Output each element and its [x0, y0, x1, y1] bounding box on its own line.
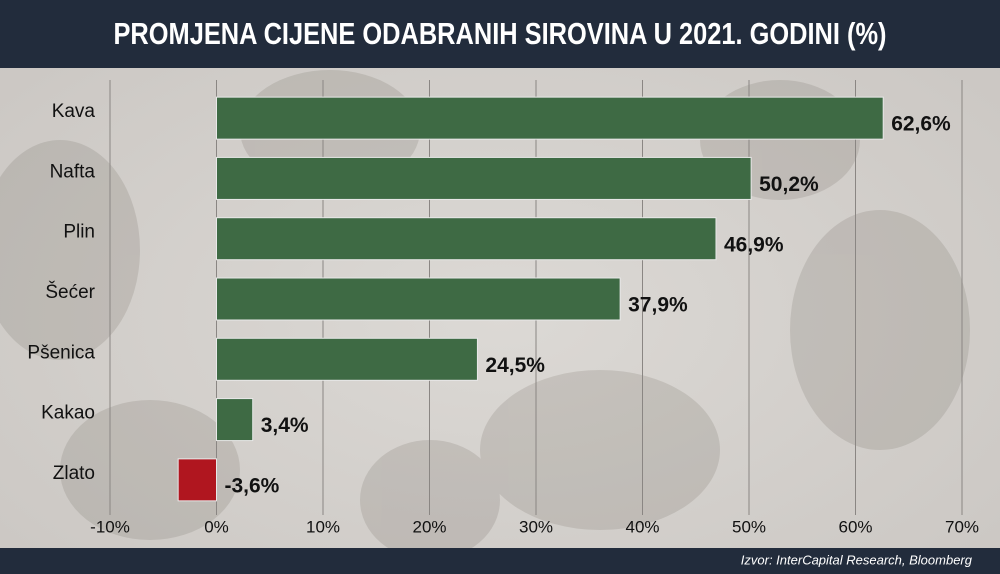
y-tick-label: Kakao [41, 403, 95, 424]
value-label: 46,9% [724, 233, 784, 256]
x-tick-label: 40% [625, 517, 659, 536]
value-label: 37,9% [628, 294, 688, 317]
y-tick-label: Plin [63, 222, 95, 243]
x-tick-label: 20% [412, 517, 446, 536]
footer-bar [0, 548, 1000, 574]
bar [216, 96, 884, 140]
y-tick-label: Zlato [53, 463, 95, 484]
chart-title: PROMJENA CIJENE ODABRANIH SIROVINA U 202… [113, 17, 886, 52]
y-tick-label: Kava [52, 101, 96, 122]
y-tick-label: Pšenica [27, 342, 95, 363]
bar [216, 398, 254, 442]
bar [216, 277, 621, 321]
x-tick-label: -10% [90, 517, 130, 536]
x-tick-label: 0% [204, 517, 229, 536]
bar [177, 458, 218, 502]
title-bar [0, 0, 1000, 68]
value-label: -3,6% [225, 474, 280, 497]
y-tick-label: Šećer [45, 281, 95, 303]
value-label: 3,4% [261, 414, 309, 437]
y-tick-label: Nafta [50, 161, 96, 182]
value-label: 50,2% [759, 173, 819, 196]
x-tick-label: 50% [732, 517, 766, 536]
source-note: Izvor: InterCapital Research, Bloomberg [741, 552, 973, 567]
x-tick-label: 70% [945, 517, 979, 536]
bar [216, 156, 752, 200]
bar [216, 337, 478, 381]
x-tick-label: 10% [306, 517, 340, 536]
x-tick-label: 60% [838, 517, 872, 536]
bar [216, 217, 717, 261]
value-label: 62,6% [891, 113, 951, 136]
x-tick-label: 30% [519, 517, 553, 536]
value-label: 24,5% [485, 354, 545, 377]
